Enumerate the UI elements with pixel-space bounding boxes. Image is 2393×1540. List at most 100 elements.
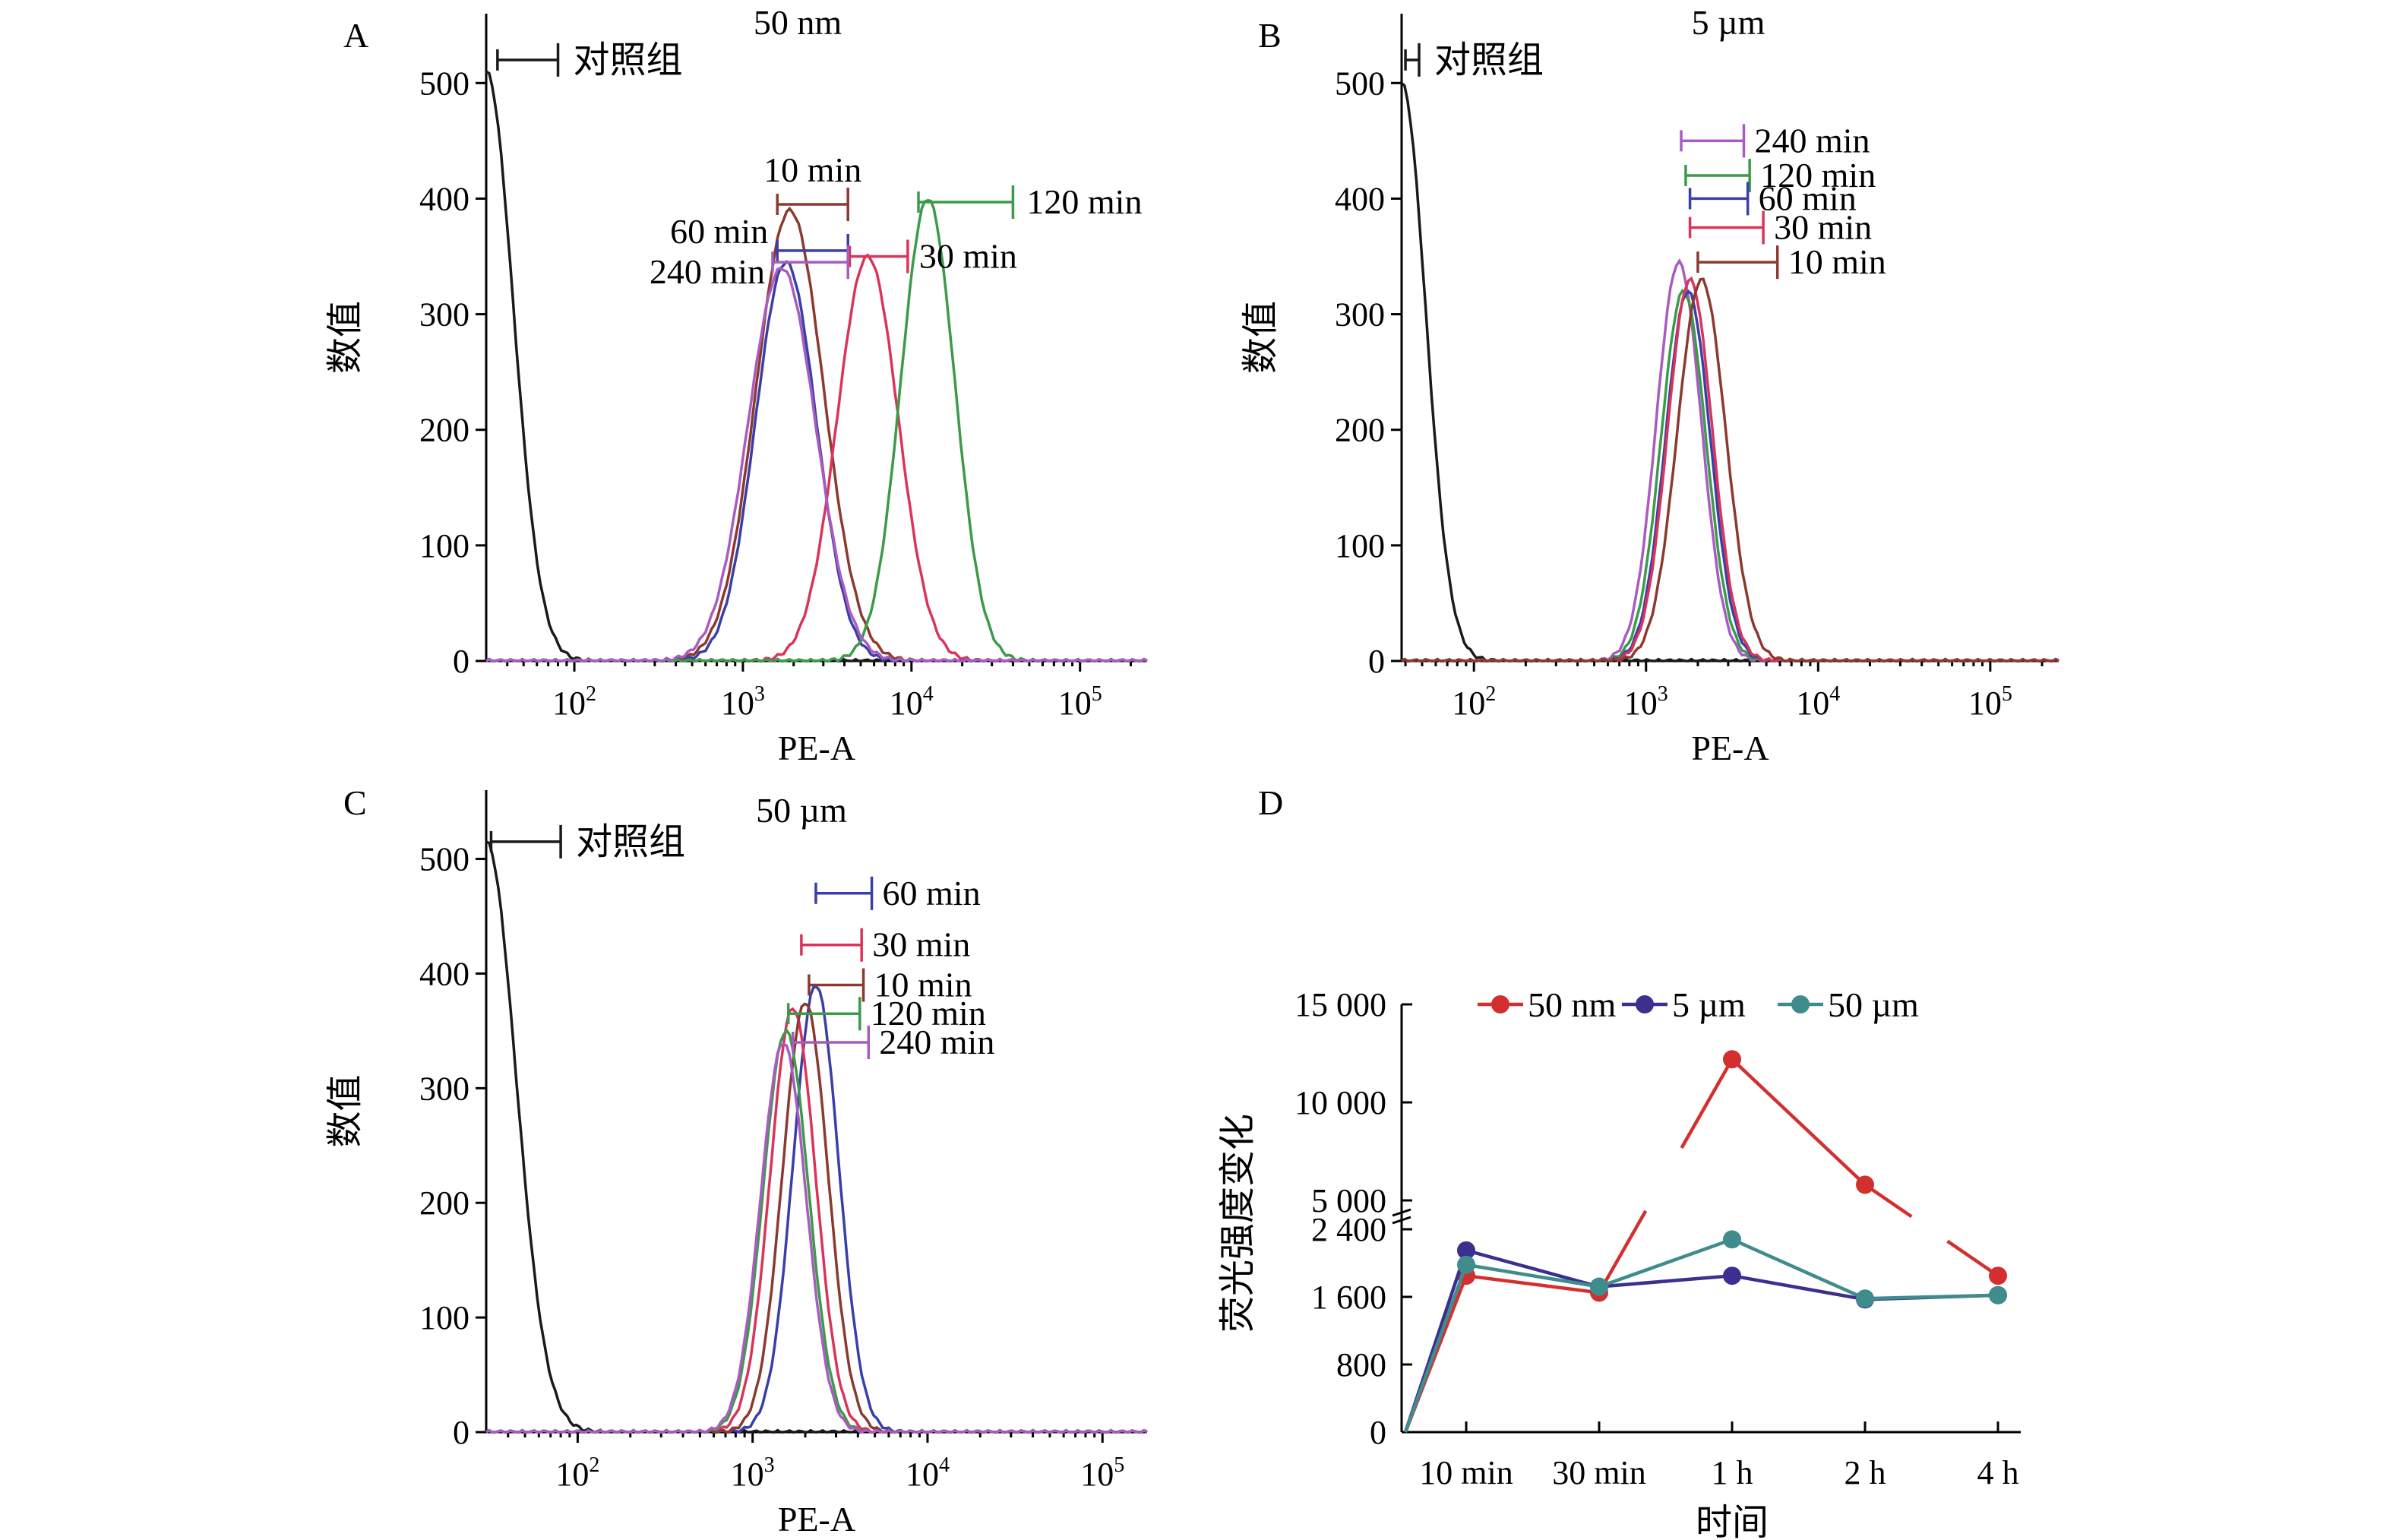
point-50-m — [1989, 1285, 2007, 1304]
y-axis-label: 数值 — [324, 301, 366, 374]
x-tick-label: 103 — [1624, 682, 1668, 722]
curve-30-min — [485, 1007, 1148, 1434]
gate-label-60-min: 60 min — [670, 212, 768, 251]
x-axis-label: PE-A — [778, 1500, 855, 1538]
line-50-nm — [1864, 1183, 1913, 1219]
y-tick-label: 100 — [419, 527, 469, 564]
line-50-nm — [1731, 1058, 1867, 1186]
line-50-nm — [1465, 1273, 1600, 1295]
point-50-nm — [1989, 1266, 2007, 1285]
gate-label-240-min: 240 min — [1754, 121, 1870, 160]
legend-label-50-m: 50 µm — [1828, 985, 1919, 1024]
axis-break — [1392, 1208, 1411, 1217]
curve-10-min — [1401, 277, 2059, 662]
control-label: 对照组 — [574, 39, 683, 81]
y-tick-label: 500 — [1335, 65, 1385, 102]
y-tick-label: 2 400 — [1311, 1211, 1386, 1248]
gate-label-120-min: 120 min — [1760, 156, 1876, 194]
x-tick-label: 10 min — [1419, 1454, 1513, 1491]
gate-label-30-min: 30 min — [1774, 207, 1872, 246]
legend-label-50-nm: 50 nm — [1528, 985, 1617, 1024]
x-tick-label: 30 min — [1552, 1454, 1645, 1491]
point-50-nm — [1723, 1050, 1741, 1069]
legend-marker-5-m — [1636, 995, 1654, 1013]
line-50-m — [1465, 1263, 1600, 1289]
y-tick-label: 0 — [1368, 643, 1385, 680]
x-tick-label: 103 — [721, 682, 765, 722]
line-50-m — [1864, 1293, 1999, 1301]
x-tick-label: 105 — [1968, 682, 2012, 722]
curve-10-min — [485, 1002, 1148, 1434]
panel-B: 0 100 200 300 400 500 102 103 104 105 数值 PE-A B 5 µm 对… — [1239, 3, 2059, 767]
panel-letter: B — [1258, 16, 1282, 55]
panel-title: 5 µm — [1692, 3, 1766, 42]
line-50-nm — [1946, 1239, 1999, 1278]
panel-C: 0 100 200 300 400 500 102 103 104 105 数值 PE-A C 50 µm… — [324, 783, 1148, 1538]
gate-label-10-min: 10 min — [1788, 242, 1886, 281]
x-tick-label: 103 — [731, 1453, 775, 1493]
y-tick-label: 1 600 — [1311, 1279, 1386, 1316]
x-tick-label: 104 — [1796, 682, 1840, 722]
gate-label-30-min: 30 min — [872, 925, 970, 964]
point-50-m — [1723, 1230, 1741, 1249]
gate-label-30-min: 30 min — [919, 237, 1017, 276]
gate-label-120-min: 120 min — [1026, 182, 1142, 221]
y-axis-label: 数值 — [1239, 301, 1282, 374]
y-tick-label: 500 — [419, 841, 469, 878]
control-curve — [1400, 81, 2059, 662]
x-tick-label: 2 h — [1845, 1454, 1886, 1491]
gate-label-240-min: 240 min — [879, 1023, 994, 1061]
y-axis-label: 数值 — [324, 1074, 366, 1147]
y-tick-label: 100 — [419, 1299, 469, 1336]
y-tick-label: 200 — [1335, 412, 1385, 449]
point-50-m — [1457, 1255, 1475, 1274]
y-tick-label: 300 — [419, 1070, 469, 1107]
point-50-m — [1590, 1277, 1608, 1296]
panel-letter: D — [1258, 783, 1283, 822]
x-tick-label: 105 — [1080, 1453, 1124, 1493]
x-tick-label: 102 — [555, 1453, 599, 1493]
line-50-nm — [1598, 1210, 1648, 1294]
panel-letter: A — [343, 16, 368, 55]
y-tick-label: 800 — [1336, 1346, 1386, 1383]
line-50-nm — [1680, 1058, 1734, 1149]
x-axis-label: PE-A — [778, 729, 855, 767]
curve-240-min — [485, 1042, 1148, 1434]
control-label: 对照组 — [1434, 39, 1544, 81]
curve-120-min — [485, 1028, 1148, 1434]
line-5-m — [1598, 1273, 1733, 1289]
y-tick-label: 400 — [419, 180, 469, 217]
point-5-m — [1723, 1266, 1741, 1285]
line-50-m — [1598, 1238, 1733, 1289]
y-tick-label: 300 — [419, 296, 469, 334]
panel-title: 50 µm — [756, 791, 847, 830]
y-axis-label: 荧光强度变化 — [1216, 1114, 1259, 1333]
y-tick-label: 15 000 — [1294, 986, 1386, 1023]
x-tick-label: 102 — [1452, 682, 1496, 722]
y-tick-label: 0 — [453, 643, 469, 680]
y-tick-label: 0 — [1370, 1414, 1386, 1451]
x-tick-label: 102 — [552, 682, 596, 722]
y-tick-label: 200 — [419, 412, 469, 449]
gate-label-60-min: 60 min — [1759, 179, 1857, 217]
curve-60-min — [485, 260, 1148, 662]
y-tick-label: 10 000 — [1294, 1084, 1386, 1121]
point-5-m — [1457, 1241, 1475, 1260]
y-tick-label: 100 — [1335, 527, 1385, 564]
line-50-m — [1731, 1238, 1866, 1301]
y-tick-label: 200 — [419, 1184, 469, 1222]
x-tick-label: 1 h — [1712, 1454, 1753, 1491]
gate-label-120-min: 120 min — [871, 994, 986, 1032]
x-axis-label: PE-A — [1691, 729, 1769, 767]
axis-break — [1392, 1216, 1411, 1225]
x-tick-label: 4 h — [1977, 1454, 2019, 1491]
panel-title: 50 nm — [754, 3, 842, 42]
legend-marker-50-m — [1791, 995, 1810, 1013]
line-5-m — [1731, 1273, 1866, 1301]
y-tick-label: 400 — [1335, 180, 1385, 217]
panel-A: 0 100 200 300 400 500 102 103 104 105 数值 PE-A A 50 nm… — [324, 3, 1148, 767]
y-tick-label: 300 — [1335, 296, 1385, 334]
line-50-m — [1403, 1263, 1468, 1433]
x-tick-label: 104 — [906, 1453, 950, 1493]
